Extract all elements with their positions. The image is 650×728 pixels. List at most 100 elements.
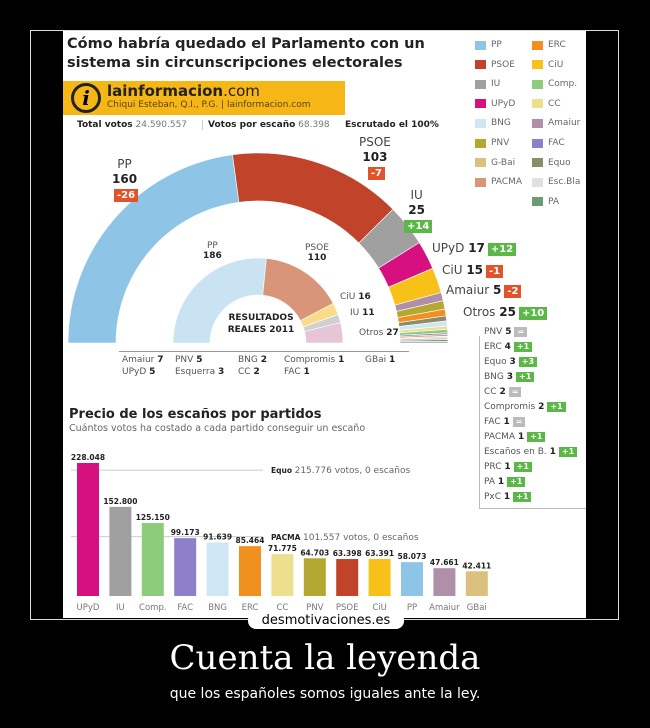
party-name: Compromis <box>484 402 536 412</box>
real-label-otros: Otros 27 <box>359 328 399 338</box>
seat-count: 103 <box>362 150 388 164</box>
real-label-psoe: PSOE 110 <box>305 243 329 263</box>
seat-label-otros: Otros 25 +10 <box>463 305 548 320</box>
legend-swatch <box>532 158 543 168</box>
poster-caption: Cuenta la leyenda <box>169 638 481 678</box>
party-name: PNV <box>484 327 503 337</box>
legend-item: FAC <box>532 138 565 148</box>
real-other-item: FAC 1 <box>284 367 310 377</box>
legend-item: PACMA <box>475 177 522 187</box>
party-name: Esquerra <box>175 367 216 377</box>
real-other-item: PNV 5 <box>175 355 202 365</box>
legend-swatch <box>475 138 486 148</box>
seat-count: 2 <box>260 355 268 365</box>
bar-category-label: Amaiur <box>429 603 460 613</box>
seat-label-pp: PP 160 -26 <box>111 157 139 202</box>
seat-label-iu: IU 25 +14 <box>401 188 433 233</box>
legend-label: PNV <box>491 138 510 148</box>
seat-count: 11 <box>362 308 375 318</box>
legend-label: BNG <box>491 118 511 129</box>
seat-count: 1 <box>517 432 525 442</box>
seat-count: 2 <box>538 402 545 412</box>
legend-item: IU <box>475 79 500 89</box>
price-title: Precio de los escaños por partidos <box>69 407 322 422</box>
legend-item: CC <box>532 99 561 109</box>
party-name: IU <box>410 188 423 202</box>
seat-count: 1 <box>303 367 310 377</box>
party-name: Amaiur <box>446 283 490 297</box>
others-box <box>479 336 586 509</box>
party-name: BNG <box>238 355 258 365</box>
legend-item: CiU <box>532 60 563 70</box>
party-name: PxC <box>484 492 502 502</box>
seat-count: 2 <box>499 387 506 397</box>
seat-segment-pxc <box>399 340 449 344</box>
legend-item: PP <box>475 40 502 50</box>
legend-swatch <box>532 197 543 207</box>
bar-cc <box>271 554 294 596</box>
others-item: ERC 4 +1 <box>484 340 577 355</box>
legend-label: PSOE <box>491 59 515 70</box>
bar-category-label: ERC <box>242 603 259 613</box>
legend-swatch <box>532 118 543 128</box>
legend-swatch <box>532 60 543 70</box>
seat-count: 1 <box>503 417 510 427</box>
seat-count: 3 <box>217 367 225 377</box>
others-item: Equo 3 +3 <box>484 355 577 370</box>
bar-comp <box>141 523 164 596</box>
legend-swatch <box>475 118 486 128</box>
legend-item: G-Bai <box>475 158 515 168</box>
others-item: Escaños en B. 1 +1 <box>484 445 578 460</box>
brand-banner: i lainformacion.com Chiqui Esteban, Q.I.… <box>63 81 345 115</box>
legend-label: Equo <box>548 157 571 168</box>
party-name: Compromis <box>284 355 336 365</box>
price-bar-chart: Equo 215.776 votos, 0 escaños PACMA 101.5… <box>71 453 491 613</box>
real-other-item: Compromis 1 <box>284 355 344 365</box>
legend-item: Amaiur <box>532 118 580 128</box>
real-label-ciu: CiU 16 <box>340 292 371 302</box>
real-seat-segment-pp <box>172 257 267 344</box>
change-badge: +1 <box>547 402 566 412</box>
legend-label: Comp. <box>548 79 578 90</box>
legend-item: PA <box>532 197 559 207</box>
legend-item: BNG <box>475 118 511 128</box>
party-name: CC <box>238 367 251 377</box>
change-badge: +14 <box>404 220 433 233</box>
change-badge: -1 <box>486 265 504 278</box>
bar-value-label: 85.464 <box>236 536 265 545</box>
seat-count: 110 <box>307 253 327 263</box>
change-badge: -2 <box>504 285 522 298</box>
seat-count: 27 <box>386 328 399 338</box>
others-item: Compromis 2 +1 <box>484 400 577 415</box>
change-badge: +3 <box>518 357 538 367</box>
party-name: BNG <box>484 372 504 382</box>
legend-label: PP <box>491 40 502 50</box>
bar-value-label: 99.173 <box>171 528 200 537</box>
bar-pnv <box>303 558 326 596</box>
infographic-title: Cómo habría quedado el Parlamento con un… <box>67 36 425 71</box>
price-subtitle: Cuántos votos ha costado a cada partido … <box>69 423 366 434</box>
legend-item: Comp. <box>532 79 577 89</box>
seat-count: 7 <box>157 355 164 365</box>
party-name: PRC <box>484 462 502 472</box>
legend-label: UPyD <box>491 98 516 109</box>
seat-count: 1 <box>389 355 396 365</box>
party-name: FAC <box>284 367 301 377</box>
change-badge: -7 <box>367 167 385 180</box>
seat-count: 3 <box>509 357 516 367</box>
brand-name: lainformacion.com <box>107 82 260 100</box>
seat-label-psoe: PSOE 103 -7 <box>359 135 391 180</box>
bar-value-label: 63.391 <box>365 549 394 558</box>
bar-psoe <box>336 559 359 596</box>
others-breakdown: PNV 5 = ERC 4 +1 Equo 3 +3 BNG 3 +1 CC 2 = Comprom… <box>484 325 578 505</box>
others-item: CC 2 = <box>484 385 577 400</box>
bar-amaiur <box>433 568 456 596</box>
seat-count: 2 <box>253 367 260 377</box>
bar-value-label: 42.411 <box>462 561 491 570</box>
seat-label-upyd: UPyD 17 +12 <box>432 241 517 256</box>
others-item: PxC 1 +1 <box>484 490 577 505</box>
seat-count: 4 <box>504 342 511 352</box>
seat-count: 25 <box>408 203 425 217</box>
bar-iu <box>109 506 132 596</box>
bar-value-label: 63.398 <box>333 549 362 558</box>
